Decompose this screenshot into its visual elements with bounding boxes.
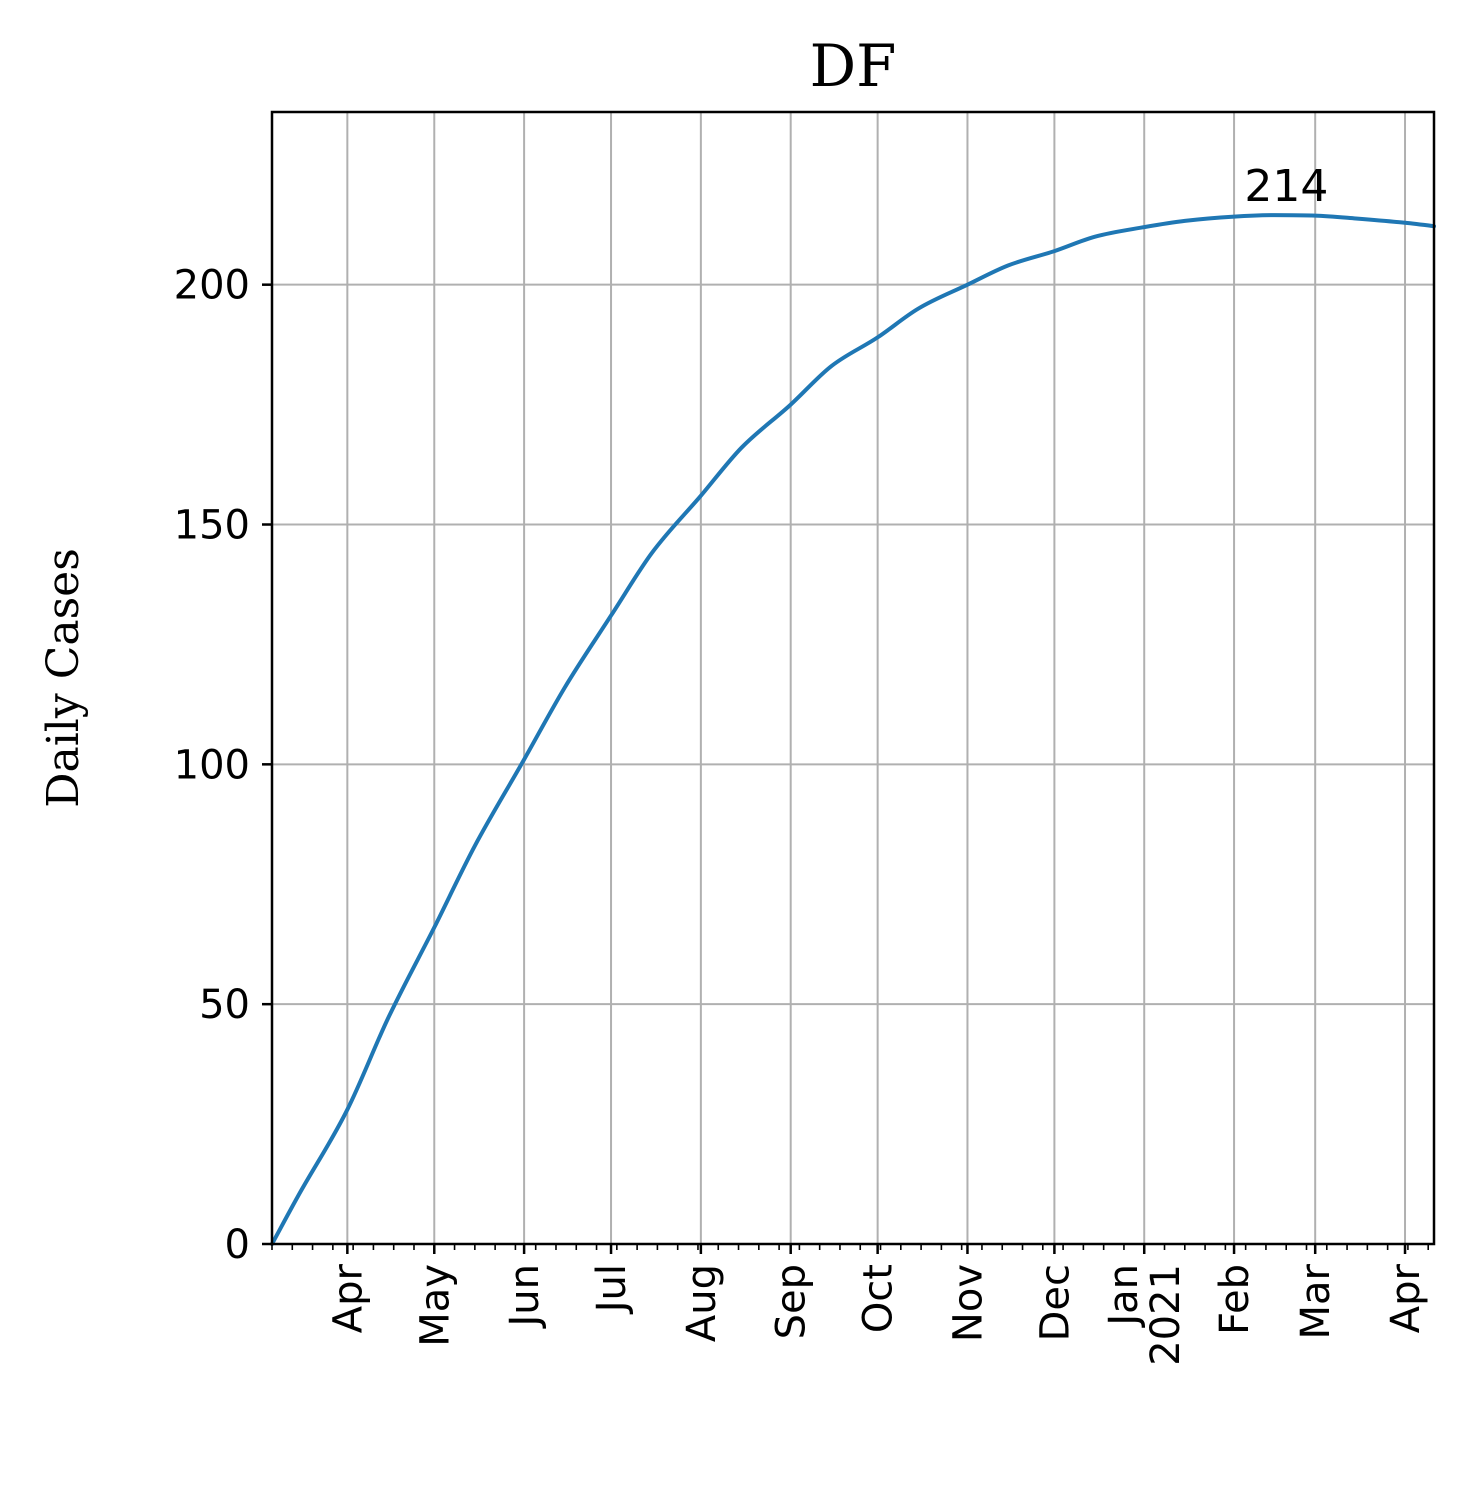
x-tick-label-line: Nov [945,1264,991,1342]
x-tick-label-line: Apr [325,1263,371,1333]
plot-frame [270,110,1436,1246]
x-tick-label: Apr [1383,1263,1429,1333]
x-tick-label: Jun [502,1264,548,1330]
x-tick-label-line: Jun [502,1264,548,1330]
x-tick-label: May [412,1264,458,1347]
x-tick-label: Oct [856,1264,902,1333]
x-tick-label-line: 2021 [1143,1264,1189,1366]
series-layer [270,213,1436,1246]
chart-title: DF [810,32,897,100]
grid [272,112,1434,1245]
x-tick-label: Nov [945,1264,991,1342]
x-tick-label-line: Sep [769,1264,815,1339]
ticks: 0 50 100 150 200 Apr May Jun Jul Aug Sep Oct Nov Dec J… [174,263,1429,1366]
x-tick-label: Jul [589,1264,635,1315]
x-tick-label-line: Jan [1101,1264,1147,1329]
x-tick-label: Feb [1212,1264,1258,1335]
y-tick-label: 0 [225,1222,250,1268]
x-tick-label: Aug [679,1264,725,1342]
series-line [270,213,1436,1246]
x-tick-label-line: Oct [856,1264,902,1333]
x-tick-label: Apr [325,1263,371,1333]
annotation-layer: 214 [1244,161,1328,212]
y-tick-label: 150 [174,503,250,549]
y-tick-label: 100 [174,742,250,788]
x-tick-label: Mar [1293,1263,1339,1339]
peak-annotation: 214 [1244,161,1328,212]
x-tick-label-line: Jul [589,1264,635,1315]
x-tick-label: Jan2021 [1101,1264,1189,1366]
x-tick-label-line: Feb [1212,1264,1258,1335]
y-axis-label: Daily Cases [38,548,89,808]
x-tick-label: Sep [769,1264,815,1339]
y-tick-label: 50 [199,982,250,1028]
x-tick-label-line: May [412,1264,458,1347]
x-tick-label-line: Aug [679,1264,725,1342]
x-tick-label-line: Dec [1032,1264,1078,1341]
x-tick-label-line: Mar [1293,1263,1339,1339]
x-tick-label: Dec [1032,1264,1078,1341]
y-tick-label: 200 [174,263,250,309]
x-tick-label-line: Apr [1383,1263,1429,1333]
